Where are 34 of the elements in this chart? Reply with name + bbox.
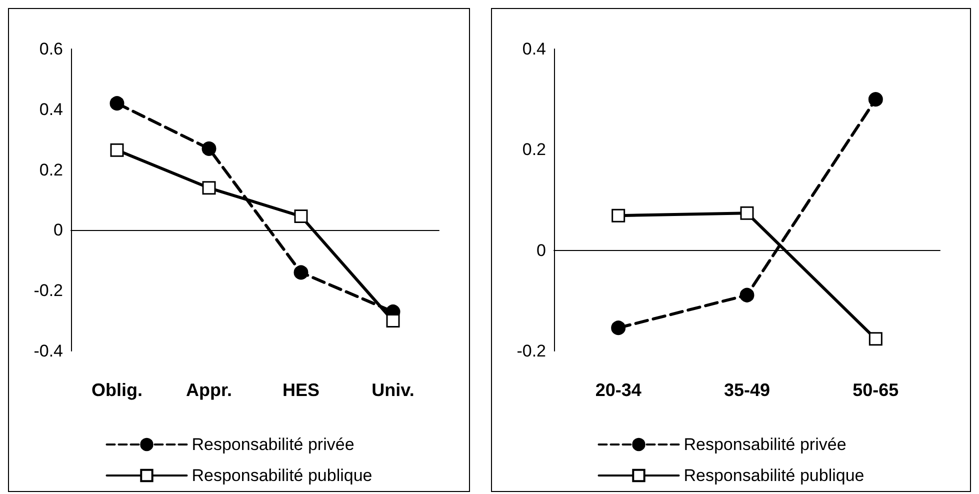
point (202, 181, 216, 195)
y-tick-label: 0.6 (39, 40, 63, 58)
point (740, 288, 754, 302)
y-tick-label: -0.2 (516, 342, 546, 360)
point (294, 265, 308, 280)
x-tick-label: 20-34 (595, 380, 642, 400)
legend-label: Responsabilité publique (684, 466, 864, 485)
point (202, 141, 216, 156)
y-tick-label: -0.2 (34, 281, 63, 300)
point (740, 206, 754, 220)
point (868, 332, 882, 346)
point (612, 208, 626, 222)
x-tick-label: Appr. (186, 380, 232, 400)
point (294, 210, 308, 224)
y-tick-label: 0.4 (522, 40, 546, 58)
legend-label: Responsabilité privée (684, 435, 846, 454)
y-tick-label: 0.4 (39, 100, 63, 119)
x-tick-label: Oblig. (92, 380, 142, 400)
x-tick-label: 35-49 (724, 380, 770, 400)
y-tick-label: -0.4 (34, 342, 63, 360)
point (110, 96, 124, 111)
y-tick-label: 0 (54, 220, 63, 240)
x-tick-label: Univ. (372, 380, 414, 400)
x-tick-label: 50-65 (852, 380, 899, 400)
point (611, 320, 626, 336)
x-tick-label: HES (282, 380, 320, 400)
point (110, 143, 124, 157)
y-tick-label: 0.2 (522, 140, 546, 160)
y-tick-label: 0 (536, 240, 546, 260)
y-tick-label: 0.2 (39, 160, 63, 180)
point (386, 314, 400, 328)
legend-label: Responsabilité publique (192, 466, 372, 485)
point (868, 92, 883, 107)
legend-label: Responsabilité privée (192, 435, 354, 454)
